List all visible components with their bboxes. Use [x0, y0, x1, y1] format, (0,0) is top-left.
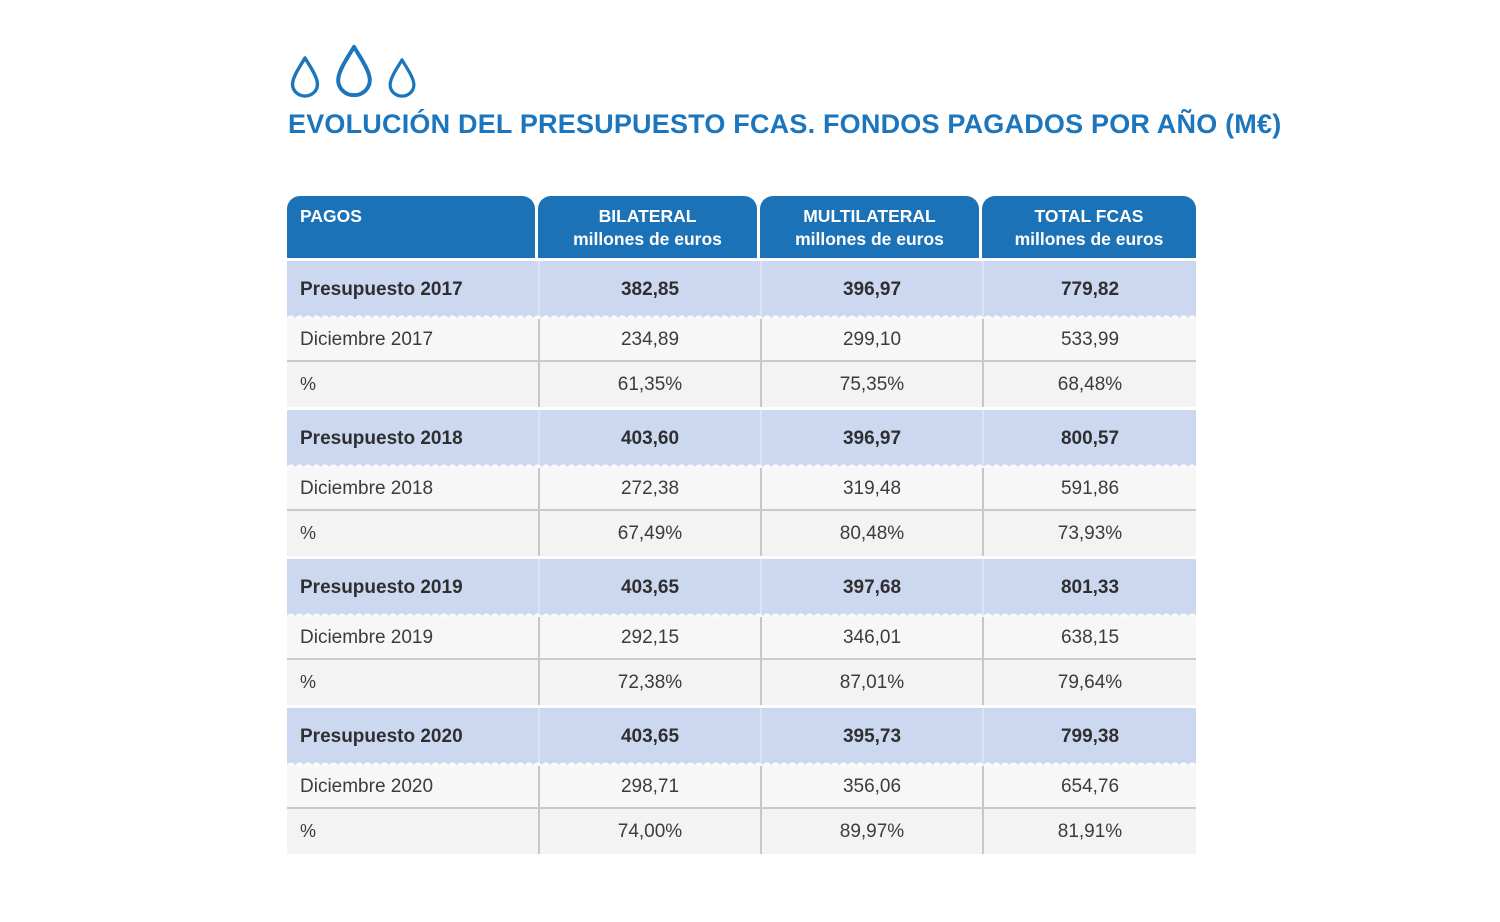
water-drops-logo	[289, 44, 417, 98]
value-cell: 81,91%	[982, 809, 1196, 854]
value-cell: 75,35%	[760, 362, 982, 407]
value-cell: 89,97%	[760, 809, 982, 854]
value-cell: 319,48	[760, 468, 982, 509]
water-drop-icon	[290, 56, 320, 98]
table-row: Presupuesto 2018 403,60 396,97 800,57	[287, 410, 1196, 468]
row-label-cell: %	[287, 511, 538, 556]
table-row: Presupuesto 2017 382,85 396,97 779,82	[287, 261, 1196, 319]
value-cell: 61,35%	[538, 362, 760, 407]
table-row: % 67,49% 80,48% 73,93%	[287, 511, 1196, 556]
row-label-cell: Presupuesto 2019	[287, 559, 538, 617]
column-header-bilateral: BILATERAL millones de euros	[538, 196, 757, 258]
value-cell: 73,93%	[982, 511, 1196, 556]
water-drop-icon	[336, 44, 372, 98]
value-cell: 67,49%	[538, 511, 760, 556]
value-cell: 654,76	[982, 766, 1196, 807]
column-header-sublabel: millones de euros	[795, 228, 944, 249]
value-cell: 356,06	[760, 766, 982, 807]
table-row: Diciembre 2018 272,38 319,48 591,86	[287, 468, 1196, 511]
row-label-cell: %	[287, 809, 538, 854]
value-cell: 272,38	[538, 468, 760, 509]
value-cell: 74,00%	[538, 809, 760, 854]
column-header-sublabel: millones de euros	[573, 228, 722, 249]
table-row: % 72,38% 87,01% 79,64%	[287, 660, 1196, 705]
row-label-cell: Presupuesto 2017	[287, 261, 538, 319]
column-header-label: MULTILATERAL	[803, 206, 936, 226]
water-drop-icon	[388, 58, 416, 98]
value-cell: 396,97	[760, 410, 982, 468]
row-label-cell: Presupuesto 2020	[287, 708, 538, 766]
value-cell: 591,86	[982, 468, 1196, 509]
value-cell: 403,65	[538, 708, 760, 766]
value-cell: 799,38	[982, 708, 1196, 766]
table-row: % 61,35% 75,35% 68,48%	[287, 362, 1196, 407]
value-cell: 346,01	[760, 617, 982, 658]
value-cell: 234,89	[538, 319, 760, 360]
value-cell: 403,60	[538, 410, 760, 468]
row-label-cell: Diciembre 2018	[287, 468, 538, 509]
value-cell: 638,15	[982, 617, 1196, 658]
value-cell: 292,15	[538, 617, 760, 658]
table-row: Diciembre 2020 298,71 356,06 654,76	[287, 766, 1196, 809]
value-cell: 779,82	[982, 261, 1196, 319]
value-cell: 403,65	[538, 559, 760, 617]
value-cell: 533,99	[982, 319, 1196, 360]
column-header-label: TOTAL FCAS	[1034, 206, 1144, 226]
column-header-label: PAGOS	[300, 206, 362, 226]
value-cell: 382,85	[538, 261, 760, 319]
table-row: % 74,00% 89,97% 81,91%	[287, 809, 1196, 854]
value-cell: 395,73	[760, 708, 982, 766]
row-label-cell: Diciembre 2017	[287, 319, 538, 360]
column-header-pagos: PAGOS	[287, 196, 535, 258]
column-header-sublabel: millones de euros	[1014, 228, 1164, 249]
row-label-cell: Presupuesto 2018	[287, 410, 538, 468]
row-label-cell: %	[287, 660, 538, 705]
value-cell: 801,33	[982, 559, 1196, 617]
row-label-cell: %	[287, 362, 538, 407]
value-cell: 298,71	[538, 766, 760, 807]
page-title: EVOLUCIÓN DEL PRESUPUESTO FCAS. FONDOS P…	[288, 109, 1282, 139]
column-header-total-fcas: TOTAL FCAS millones de euros	[982, 196, 1196, 258]
table-header-row: PAGOS BILATERAL millones de euros MULTIL…	[287, 196, 1196, 258]
value-cell: 79,64%	[982, 660, 1196, 705]
value-cell: 72,38%	[538, 660, 760, 705]
row-label-cell: Diciembre 2019	[287, 617, 538, 658]
value-cell: 68,48%	[982, 362, 1196, 407]
value-cell: 80,48%	[760, 511, 982, 556]
column-header-label: BILATERAL	[598, 206, 697, 226]
table-row: Presupuesto 2019 403,65 397,68 801,33	[287, 559, 1196, 617]
value-cell: 396,97	[760, 261, 982, 319]
table-row: Diciembre 2019 292,15 346,01 638,15	[287, 617, 1196, 660]
budget-table: PAGOS BILATERAL millones de euros MULTIL…	[287, 196, 1196, 857]
row-label-cell: Diciembre 2020	[287, 766, 538, 807]
column-header-multilateral: MULTILATERAL millones de euros	[760, 196, 979, 258]
table-row: Presupuesto 2020 403,65 395,73 799,38	[287, 708, 1196, 766]
table-row: Diciembre 2017 234,89 299,10 533,99	[287, 319, 1196, 362]
value-cell: 397,68	[760, 559, 982, 617]
value-cell: 299,10	[760, 319, 982, 360]
value-cell: 87,01%	[760, 660, 982, 705]
value-cell: 800,57	[982, 410, 1196, 468]
